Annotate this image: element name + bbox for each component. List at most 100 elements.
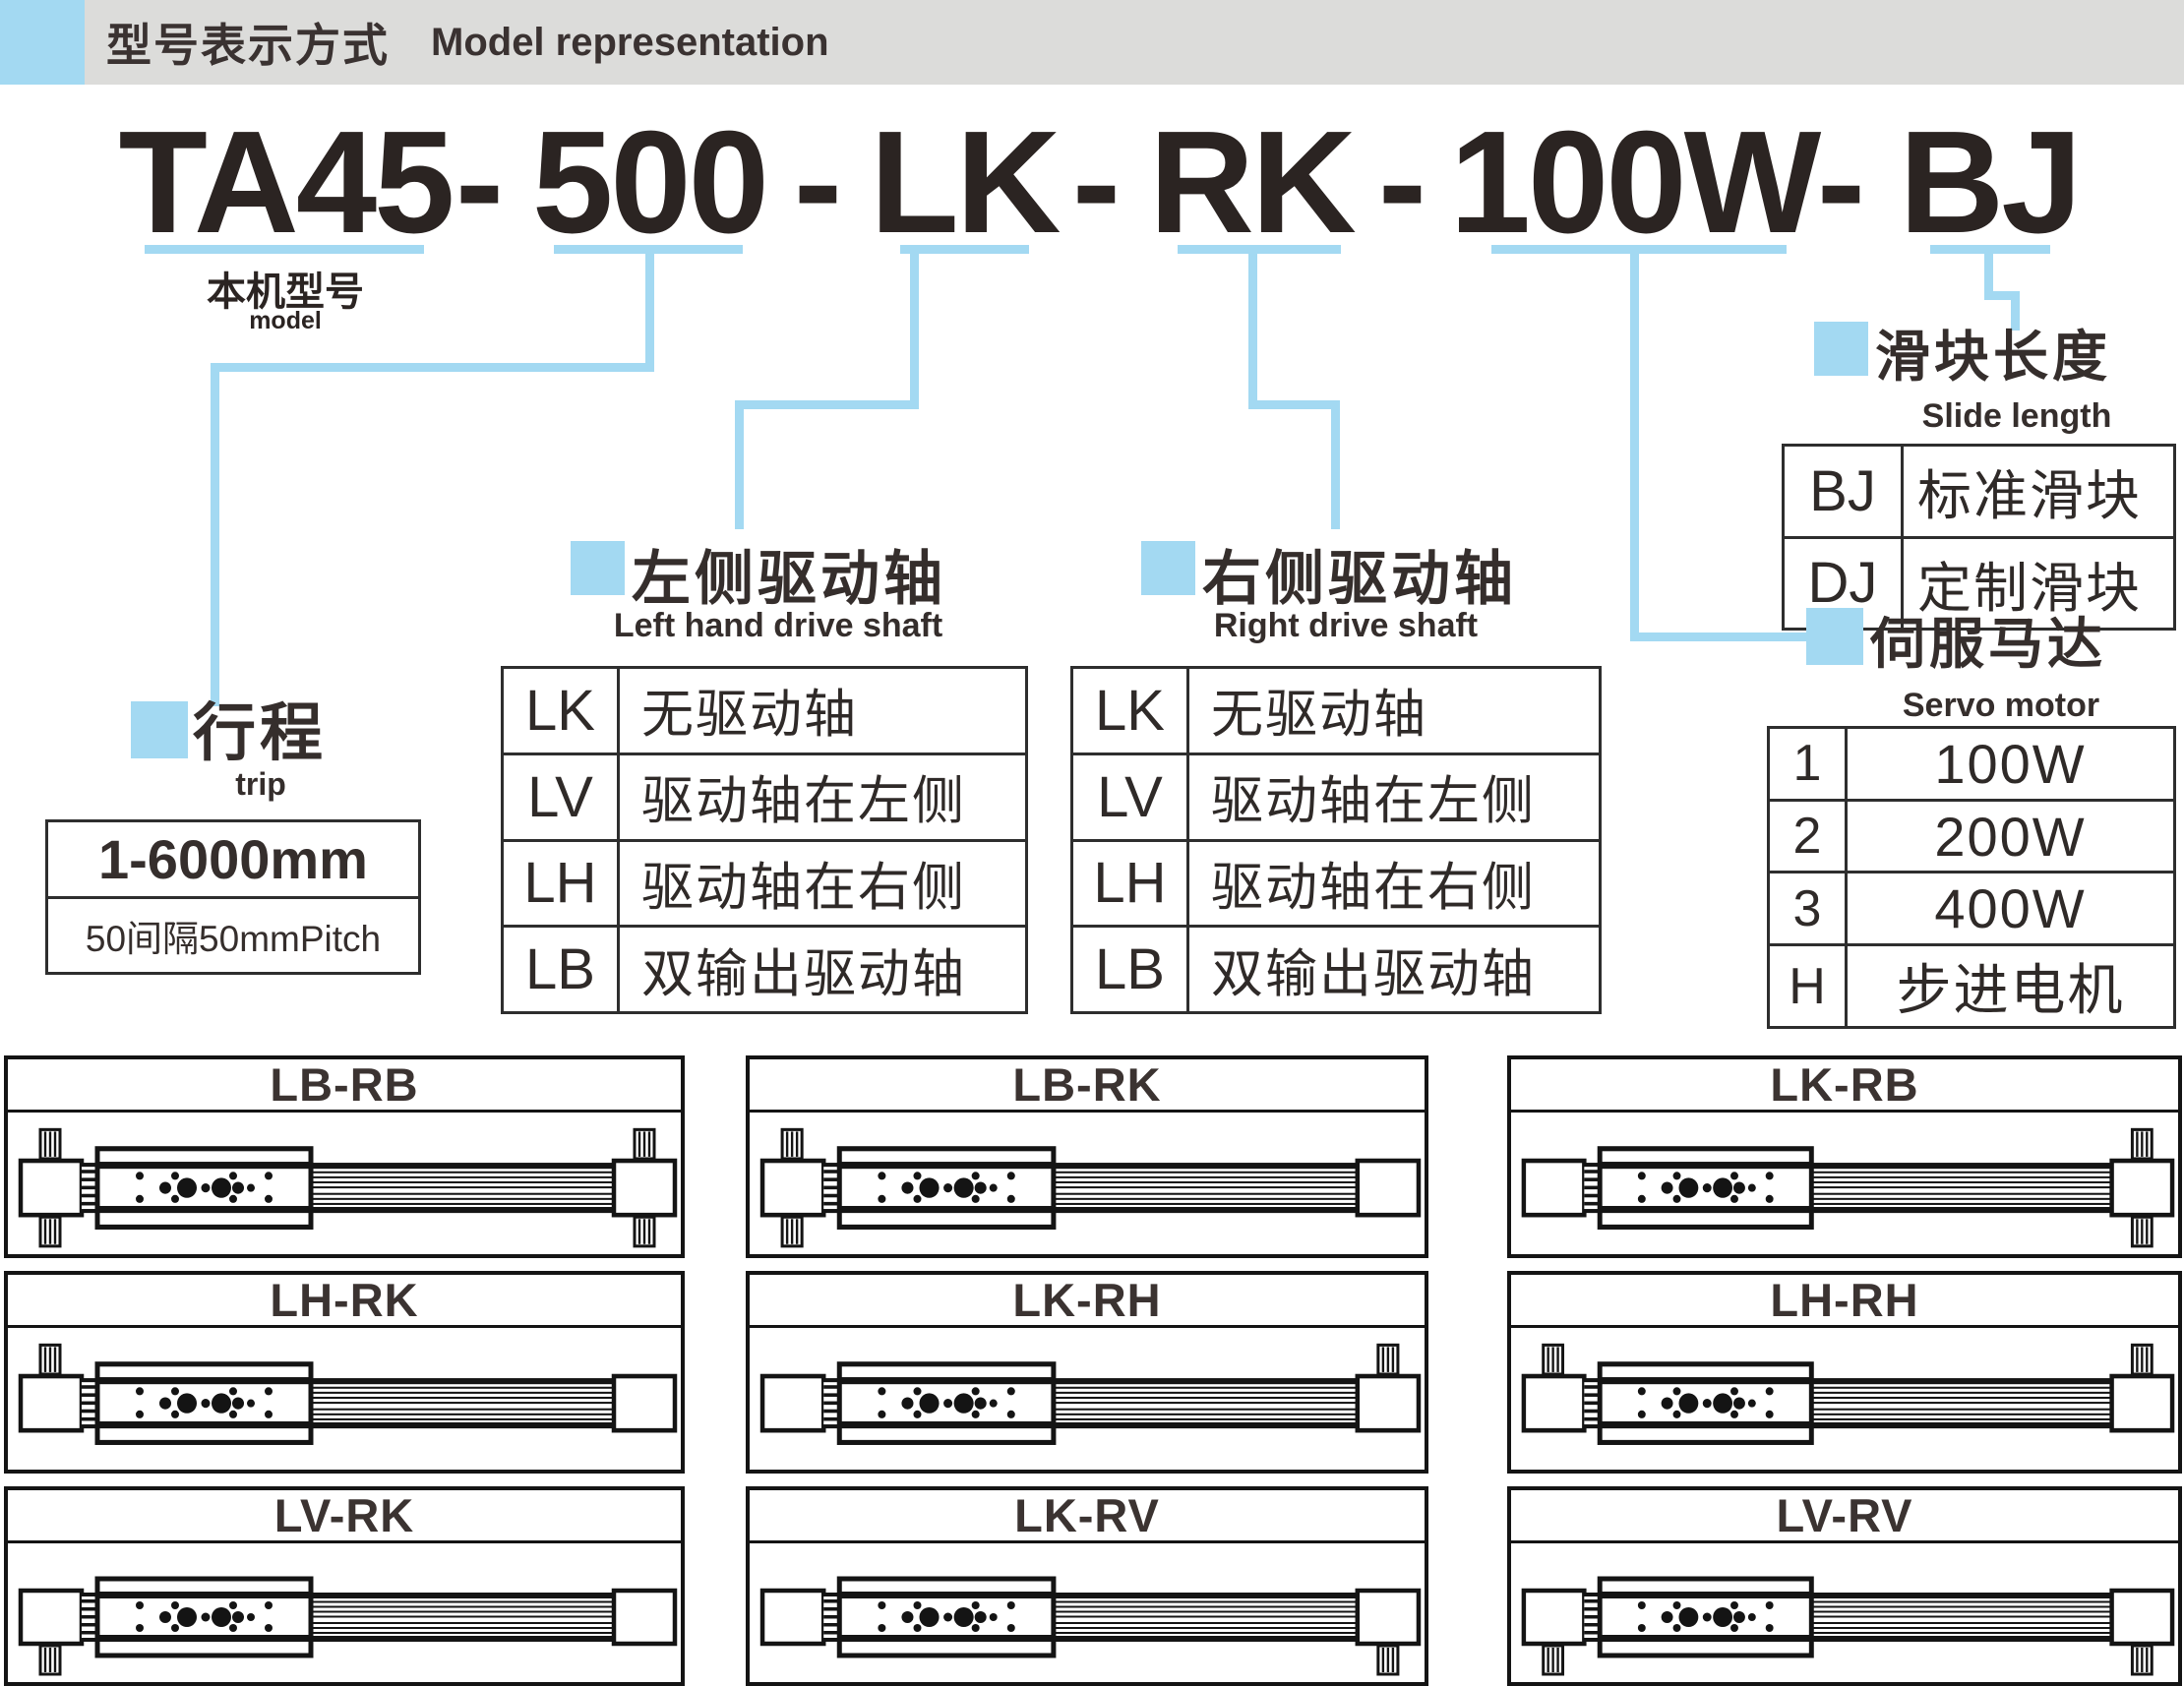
servo-title-zh: 伺服马达 [1870,613,2106,675]
slide-length-title-zh: 滑块长度 [1875,326,2111,388]
diagram-drawing-area [750,1113,1425,1254]
left-shaft-accent-square [571,541,625,595]
model-segment-stroke: 500 [532,101,769,264]
model-label-zh: 本机型号 [207,271,364,314]
desc-cell: 双输出驱动轴 [641,944,966,1003]
trip-pitch: 50间隔50mmPitch [85,918,382,959]
diagram-title: LB-RB [8,1059,681,1113]
diagram-drawing-area [1511,1543,2178,1682]
actuator-drawing [1521,1576,2175,1676]
trip-title-zh: 行程 [193,697,327,768]
connector-stroke [211,363,219,706]
slide-length-title-en: Slide length [1921,397,2112,435]
code-cell: LK [504,669,620,753]
right-shaft-title-zh: 右侧驱动轴 [1202,546,1517,612]
code-cell: LV [504,754,620,839]
table-row: 1 100W [1770,729,2173,802]
actuator-drawing [18,1127,678,1248]
connector-slide [1984,291,2020,300]
table-row: LH 驱动轴在右侧 [1073,841,1599,929]
connector-left-shaft [735,400,744,529]
diagram-box-lv-rk: LV-RK [4,1486,685,1686]
header-accent-block [0,0,85,85]
actuator-drawing [1521,1343,2175,1445]
diagram-drawing-area [1511,1328,2178,1470]
code-cell: LV [1073,754,1189,839]
model-segment-right-shaft: RK [1149,101,1357,264]
underline-stroke [554,245,743,254]
diagram-title: LK-RB [1511,1059,2178,1113]
code-cell: LK [1073,669,1189,753]
code-cell: LB [504,928,620,1011]
desc-cell: 定制滑块 [1917,557,2143,619]
actuator-drawing [759,1343,1422,1445]
actuator-drawing [18,1576,678,1676]
code-cell: BJ [1785,447,1904,536]
diagram-title: LH-RH [1511,1275,2178,1328]
right-shaft-accent-square [1141,541,1195,595]
connector-left-shaft [910,253,919,409]
code-cell: H [1770,946,1848,1027]
table-row: 3 400W [1770,873,2173,947]
left-shaft-table: LK 无驱动轴 LV 驱动轴在左侧 LH 驱动轴在右侧 LB 双输出驱动轴 [501,666,1028,1014]
diagram-title: LV-RV [1511,1490,2178,1543]
trip-range: 1-6000mm [48,822,418,899]
left-shaft-title-zh: 左侧驱动轴 [632,546,946,612]
desc-cell: 标准滑块 [1917,465,2143,527]
diagram-drawing-area [1511,1113,2178,1254]
code-cell: 1 [1770,729,1848,799]
model-label-en: model [249,307,322,334]
code-cell: LH [1073,841,1189,926]
underline-motor [1491,245,1787,254]
connector-slide [1984,253,1993,300]
right-shaft-table: LK 无驱动轴 LV 驱动轴在左侧 LH 驱动轴在右侧 LB 双输出驱动轴 [1070,666,1602,1014]
diagram-box-lv-rv: LV-RV [1507,1486,2182,1686]
desc-cell: 驱动轴在左侧 [1211,772,1536,831]
table-row: LV 驱动轴在左侧 [504,754,1025,842]
servo-accent-square [1806,608,1863,665]
desc-cell: 驱动轴在右侧 [641,858,966,917]
desc-cell: 400W [1934,877,2087,940]
model-segment-left-shaft: LK [870,101,1061,264]
underline-right-shaft [1178,245,1341,254]
slide-length-accent-square [1814,322,1868,376]
connector-right-shaft [1331,400,1340,529]
diagram-box-lk-rh: LK-RH [746,1271,1428,1474]
table-row: LH 驱动轴在右侧 [504,841,1025,929]
right-shaft-title-en: Right drive shaft [1213,607,1479,644]
model-segment-slide: BJ [1899,101,2082,264]
connector-motor [1630,632,1811,641]
diagram-box-lk-rb: LK-RB [1507,1055,2182,1258]
connector-right-shaft [1248,400,1340,409]
diagram-box-lk-rv: LK-RV [746,1486,1428,1686]
desc-cell: 步进电机 [1896,959,2125,1022]
diagram-title: LK-RV [750,1490,1425,1543]
trip-table: 1-6000mm 50间隔50mmPitch [45,819,421,975]
underline-series [145,245,424,254]
underline-slide [1930,245,2050,254]
table-row: LB 双输出驱动轴 [1073,928,1599,1011]
desc-cell: 无驱动轴 [1211,686,1427,745]
diagram-drawing-area [8,1543,681,1682]
desc-cell: 100W [1934,732,2087,795]
diagram-drawing-area [8,1113,681,1254]
trip-accent-square [131,701,188,758]
table-row: LK 无驱动轴 [504,669,1025,755]
model-separator: - [1377,101,1426,264]
model-segment-motor: 100W [1449,101,1822,264]
diagram-title: LB-RK [750,1059,1425,1113]
diagram-title: LK-RH [750,1275,1425,1328]
connector-stroke [211,363,654,372]
actuator-drawing [759,1576,1422,1676]
model-segment-series: TA45 [118,101,455,264]
diagram-drawing-area [8,1328,681,1470]
servo-table: 1 100W 2 200W 3 400W H 步进电机 [1767,726,2176,1029]
connector-slide [2011,291,2020,331]
code-cell: 3 [1770,873,1848,944]
desc-cell: 无驱动轴 [641,686,858,745]
desc-cell: 驱动轴在右侧 [1211,858,1536,917]
actuator-drawing [18,1343,678,1445]
desc-cell: 200W [1934,805,2087,868]
left-shaft-title-en: Left hand drive shaft [613,607,943,644]
diagram-title: LH-RK [8,1275,681,1328]
